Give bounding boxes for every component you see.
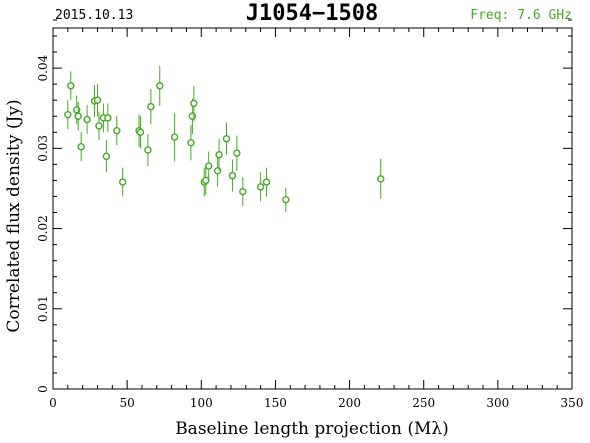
data-point	[95, 122, 103, 130]
y-tick-label: 0.01	[36, 295, 50, 322]
plot-frame	[52, 27, 573, 390]
data-point	[282, 195, 290, 204]
x-tick-label: 200	[338, 396, 361, 410]
y-tick-label: 0.03	[36, 135, 50, 162]
y-tick-label: 0.02	[36, 215, 50, 242]
x-tick-label: 150	[264, 396, 287, 410]
x-tick-label: 0	[49, 396, 57, 410]
data-point	[256, 183, 265, 191]
data-point	[228, 171, 237, 180]
data-point	[73, 106, 81, 114]
y-axis-label: Correlated flux density (Jy)	[4, 99, 24, 332]
x-axis-label: Baseline length projection (Mλ)	[175, 419, 449, 439]
date-label: 2015.10.13	[55, 8, 133, 23]
data-points	[64, 65, 385, 212]
data-point	[213, 167, 222, 175]
data-point	[147, 102, 155, 111]
data-point	[188, 112, 197, 120]
data-point	[83, 115, 91, 124]
data-point	[262, 178, 271, 186]
data-point	[93, 96, 102, 104]
y-tick-label: 0	[36, 385, 50, 393]
data-point	[187, 139, 195, 147]
data-point	[104, 114, 112, 122]
data-point	[113, 126, 121, 135]
x-tick-label: 300	[486, 396, 509, 410]
data-point	[215, 151, 223, 159]
data-point	[64, 110, 72, 119]
data-point	[74, 112, 82, 120]
y-tick-label: 0.04	[36, 54, 50, 81]
x-ticks	[52, 28, 573, 389]
data-point	[118, 178, 127, 186]
x-tick-label: 50	[120, 396, 135, 410]
data-point	[67, 82, 75, 90]
chart-title: J1054−1508	[246, 1, 378, 26]
y-tick-labels: 0 0.01 0.02 0.03 0.04	[36, 54, 50, 392]
data-point	[136, 128, 145, 136]
x-tick-label: 250	[412, 396, 435, 410]
x-tick-labels: 0 50 100 150 200 250 300 350	[49, 396, 583, 410]
x-tick-label: 100	[190, 396, 213, 410]
data-point	[190, 99, 198, 108]
data-point	[156, 82, 164, 90]
data-point	[239, 187, 247, 196]
data-point	[144, 146, 152, 154]
data-point	[202, 176, 210, 185]
data-point	[377, 175, 385, 183]
data-point	[233, 149, 241, 157]
data-point	[204, 162, 213, 170]
x-tick-label: 350	[561, 396, 584, 410]
data-point	[102, 152, 111, 161]
y-ticks	[53, 19, 572, 390]
data-point	[170, 133, 179, 141]
frequency-label: Freq: 7.6 GHz	[470, 8, 572, 23]
data-point	[222, 135, 231, 143]
data-point	[77, 143, 85, 151]
